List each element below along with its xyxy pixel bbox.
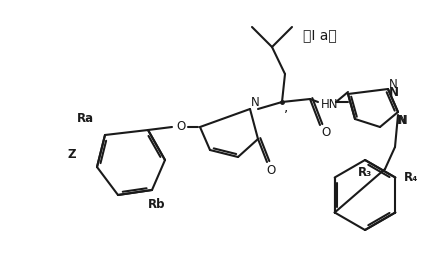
Text: （I a）: （I a） <box>303 28 337 42</box>
Text: ,: , <box>284 100 288 114</box>
Text: N: N <box>398 114 407 126</box>
Text: O: O <box>321 126 331 140</box>
Text: O: O <box>266 163 276 177</box>
Text: Rb: Rb <box>148 198 166 212</box>
Text: Z: Z <box>68 148 76 161</box>
Text: N: N <box>250 96 259 108</box>
Text: R₄: R₄ <box>404 171 418 184</box>
Text: R₃: R₃ <box>358 167 372 179</box>
Text: HN: HN <box>321 98 339 112</box>
Text: Ra: Ra <box>77 113 93 125</box>
Text: N: N <box>389 86 399 98</box>
Text: N: N <box>397 114 407 126</box>
Text: O: O <box>176 121 186 133</box>
Text: N: N <box>389 78 397 90</box>
